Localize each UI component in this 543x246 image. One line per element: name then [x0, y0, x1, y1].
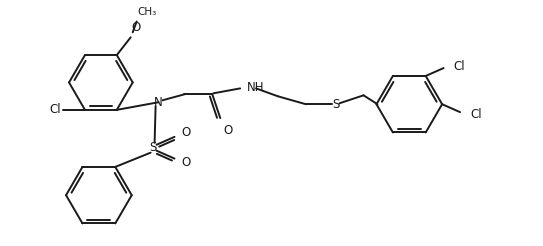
Text: Cl: Cl — [49, 103, 61, 116]
Text: CH₃: CH₃ — [138, 6, 157, 16]
Text: Cl: Cl — [470, 108, 482, 121]
Text: S: S — [332, 98, 339, 111]
Text: NH: NH — [247, 81, 264, 94]
Text: S: S — [149, 141, 156, 154]
Text: N: N — [154, 96, 163, 109]
Text: O: O — [223, 124, 232, 137]
Text: O: O — [181, 126, 191, 139]
Text: O: O — [132, 21, 141, 34]
Text: O: O — [181, 156, 191, 169]
Text: Cl: Cl — [453, 60, 465, 73]
